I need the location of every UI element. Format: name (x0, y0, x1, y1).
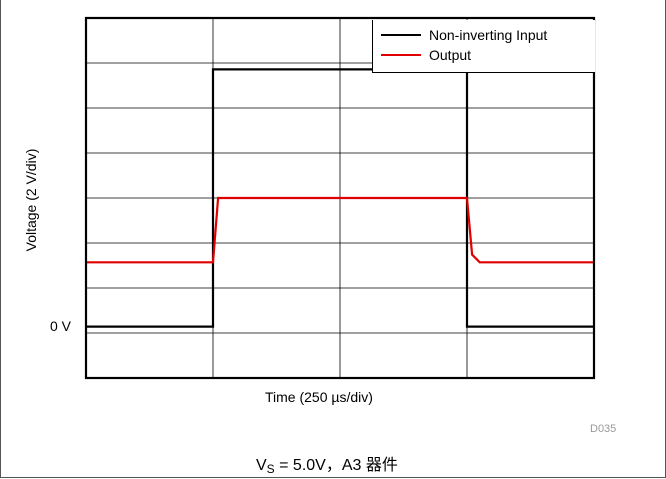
caption-text: = 5.0V，A3 器件 (274, 457, 398, 474)
legend-label-input: Non-inverting Input (429, 27, 548, 43)
series-line-input (86, 68, 594, 328)
legend-swatch-input (381, 34, 421, 36)
legend-item-output: Output (381, 46, 471, 64)
legend-swatch-output (381, 54, 421, 56)
legend-item-input: Non-inverting Input (381, 26, 547, 44)
figure-id: D035 (590, 423, 617, 435)
y-axis-label: Voltage (2 V/div) (23, 148, 39, 252)
caption-v: V (256, 457, 267, 474)
plot-border (84, 16, 596, 380)
caption-subscript: S (266, 462, 275, 476)
figure-caption: VS = 5.0V，A3 器件 (256, 451, 398, 476)
zero-volt-label: 0 V (50, 318, 72, 334)
legend-label-output: Output (429, 47, 472, 63)
x-axis-label: Time (250 µs/div) (265, 389, 373, 405)
series-line-output (86, 196, 594, 264)
legend: Non-inverting Input Output (372, 20, 595, 73)
